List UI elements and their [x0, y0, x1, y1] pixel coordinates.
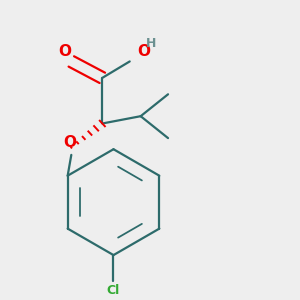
Text: O: O	[63, 135, 76, 150]
Text: O: O	[138, 44, 151, 59]
Text: Cl: Cl	[107, 284, 120, 297]
Text: H: H	[146, 38, 156, 50]
Text: O: O	[58, 44, 71, 59]
